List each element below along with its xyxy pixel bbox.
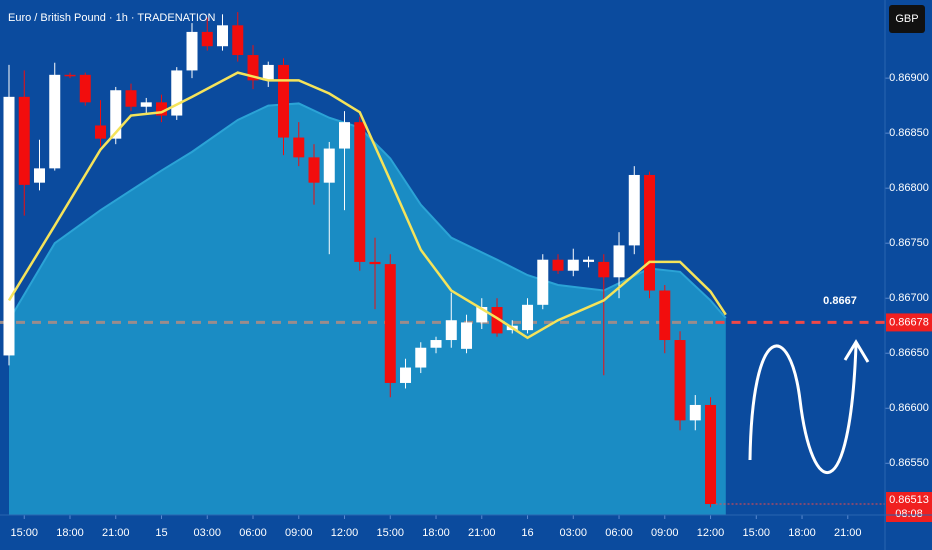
x-tick-label: 06:00 <box>239 527 267 539</box>
x-tick-label: 21:00 <box>834 527 862 539</box>
currency-label[interactable]: GBP <box>895 13 918 25</box>
candle-body <box>95 125 107 139</box>
slow-ma-line <box>8 102 727 321</box>
arrow-head <box>843 339 870 363</box>
slow-ma-area <box>8 103 726 515</box>
x-tick-label: 18:00 <box>422 527 450 539</box>
candle-body <box>445 320 457 341</box>
candle-body <box>125 90 137 107</box>
candle-body <box>339 122 351 149</box>
candle-body <box>232 25 244 56</box>
candle-body <box>354 122 366 262</box>
x-tick-label: 09:00 <box>651 527 679 539</box>
area-layer <box>8 102 727 515</box>
candle-body <box>552 259 564 271</box>
candle-body <box>323 148 335 183</box>
x-tick-label: 18:00 <box>56 527 84 539</box>
candle-body <box>64 74 76 77</box>
candle-body <box>628 174 640 246</box>
candle-body <box>430 340 442 348</box>
candle-body <box>537 259 549 305</box>
candle-body <box>415 347 427 368</box>
candle-body <box>522 304 534 331</box>
candle-body <box>613 245 625 278</box>
wave-arrow <box>748 344 858 475</box>
main-layer: 0.86550 0.86600 0.86650 0.86700 0.86750 0.868… <box>0 12 932 539</box>
candle-body <box>262 64 274 81</box>
x-tick-label: 09:00 <box>285 527 313 539</box>
candle-body <box>705 404 717 504</box>
candle-body <box>674 340 686 421</box>
candle-body <box>33 168 45 183</box>
candle-body <box>186 31 198 71</box>
candle-body <box>491 307 503 334</box>
y-tick-label: 0.86700 <box>889 292 929 304</box>
candle-body <box>369 261 381 265</box>
current-price-label: 0.86678 <box>889 316 929 328</box>
candle-body <box>659 290 671 341</box>
candle-body <box>400 367 412 383</box>
candle-body <box>217 25 229 47</box>
x-tick-label: 03:00 <box>560 527 588 539</box>
fast-ma-line <box>7 71 727 340</box>
candle-body <box>201 31 213 47</box>
x-tick-label: 15 <box>155 527 167 539</box>
currency-button[interactable] <box>889 5 925 33</box>
countdown-label: 08:08 <box>895 508 923 520</box>
candle-body <box>110 90 122 139</box>
candle-body <box>308 157 320 183</box>
candle-body <box>583 259 595 262</box>
x-tick-label: 06:00 <box>605 527 633 539</box>
x-tick-label: 03:00 <box>193 527 221 539</box>
x-tick-label: 12:00 <box>697 527 725 539</box>
annotation: 0.8667 <box>823 295 857 307</box>
candle-body <box>644 174 656 291</box>
y-tick-label: 0.86750 <box>889 237 929 249</box>
candle-body <box>79 74 91 103</box>
candle-body <box>278 64 290 138</box>
x-tick-label: 18:00 <box>788 527 816 539</box>
x-tick-label: 15:00 <box>10 527 38 539</box>
last-price-label: 0.86513 <box>889 494 929 506</box>
candle-body <box>171 70 183 116</box>
x-tick-label: 15:00 <box>743 527 771 539</box>
x-tick-label: 16 <box>521 527 533 539</box>
candle-body <box>156 102 168 116</box>
candle-body <box>476 307 488 323</box>
x-tick-label: 21:00 <box>468 527 496 539</box>
y-tick-label: 0.86650 <box>889 347 929 359</box>
y-tick-label: 0.86600 <box>889 402 929 414</box>
x-tick-label: 12:00 <box>331 527 359 539</box>
candle-body <box>247 55 259 81</box>
candle-body <box>140 102 152 107</box>
candle-body <box>567 259 579 271</box>
candle-body <box>49 74 61 169</box>
candle-body <box>18 96 30 185</box>
y-tick-label: 0.86550 <box>889 457 929 469</box>
candle-body <box>293 137 305 158</box>
candle-body <box>461 322 473 349</box>
last-price-tag <box>886 491 932 522</box>
current-price-tag <box>886 313 932 332</box>
x-tick-label: 15:00 <box>377 527 405 539</box>
chart-title: Euro / British Pound · 1h · TRADENATION <box>8 12 215 24</box>
y-tick-label: 0.86850 <box>889 127 929 139</box>
candle-body <box>3 96 15 356</box>
y-tick-label: 0.86900 <box>889 72 929 84</box>
candle-body <box>384 264 396 383</box>
candle-body <box>689 404 701 421</box>
x-tick-label: 21:00 <box>102 527 130 539</box>
candle-body <box>598 261 610 278</box>
y-tick-label: 0.86800 <box>889 182 929 194</box>
